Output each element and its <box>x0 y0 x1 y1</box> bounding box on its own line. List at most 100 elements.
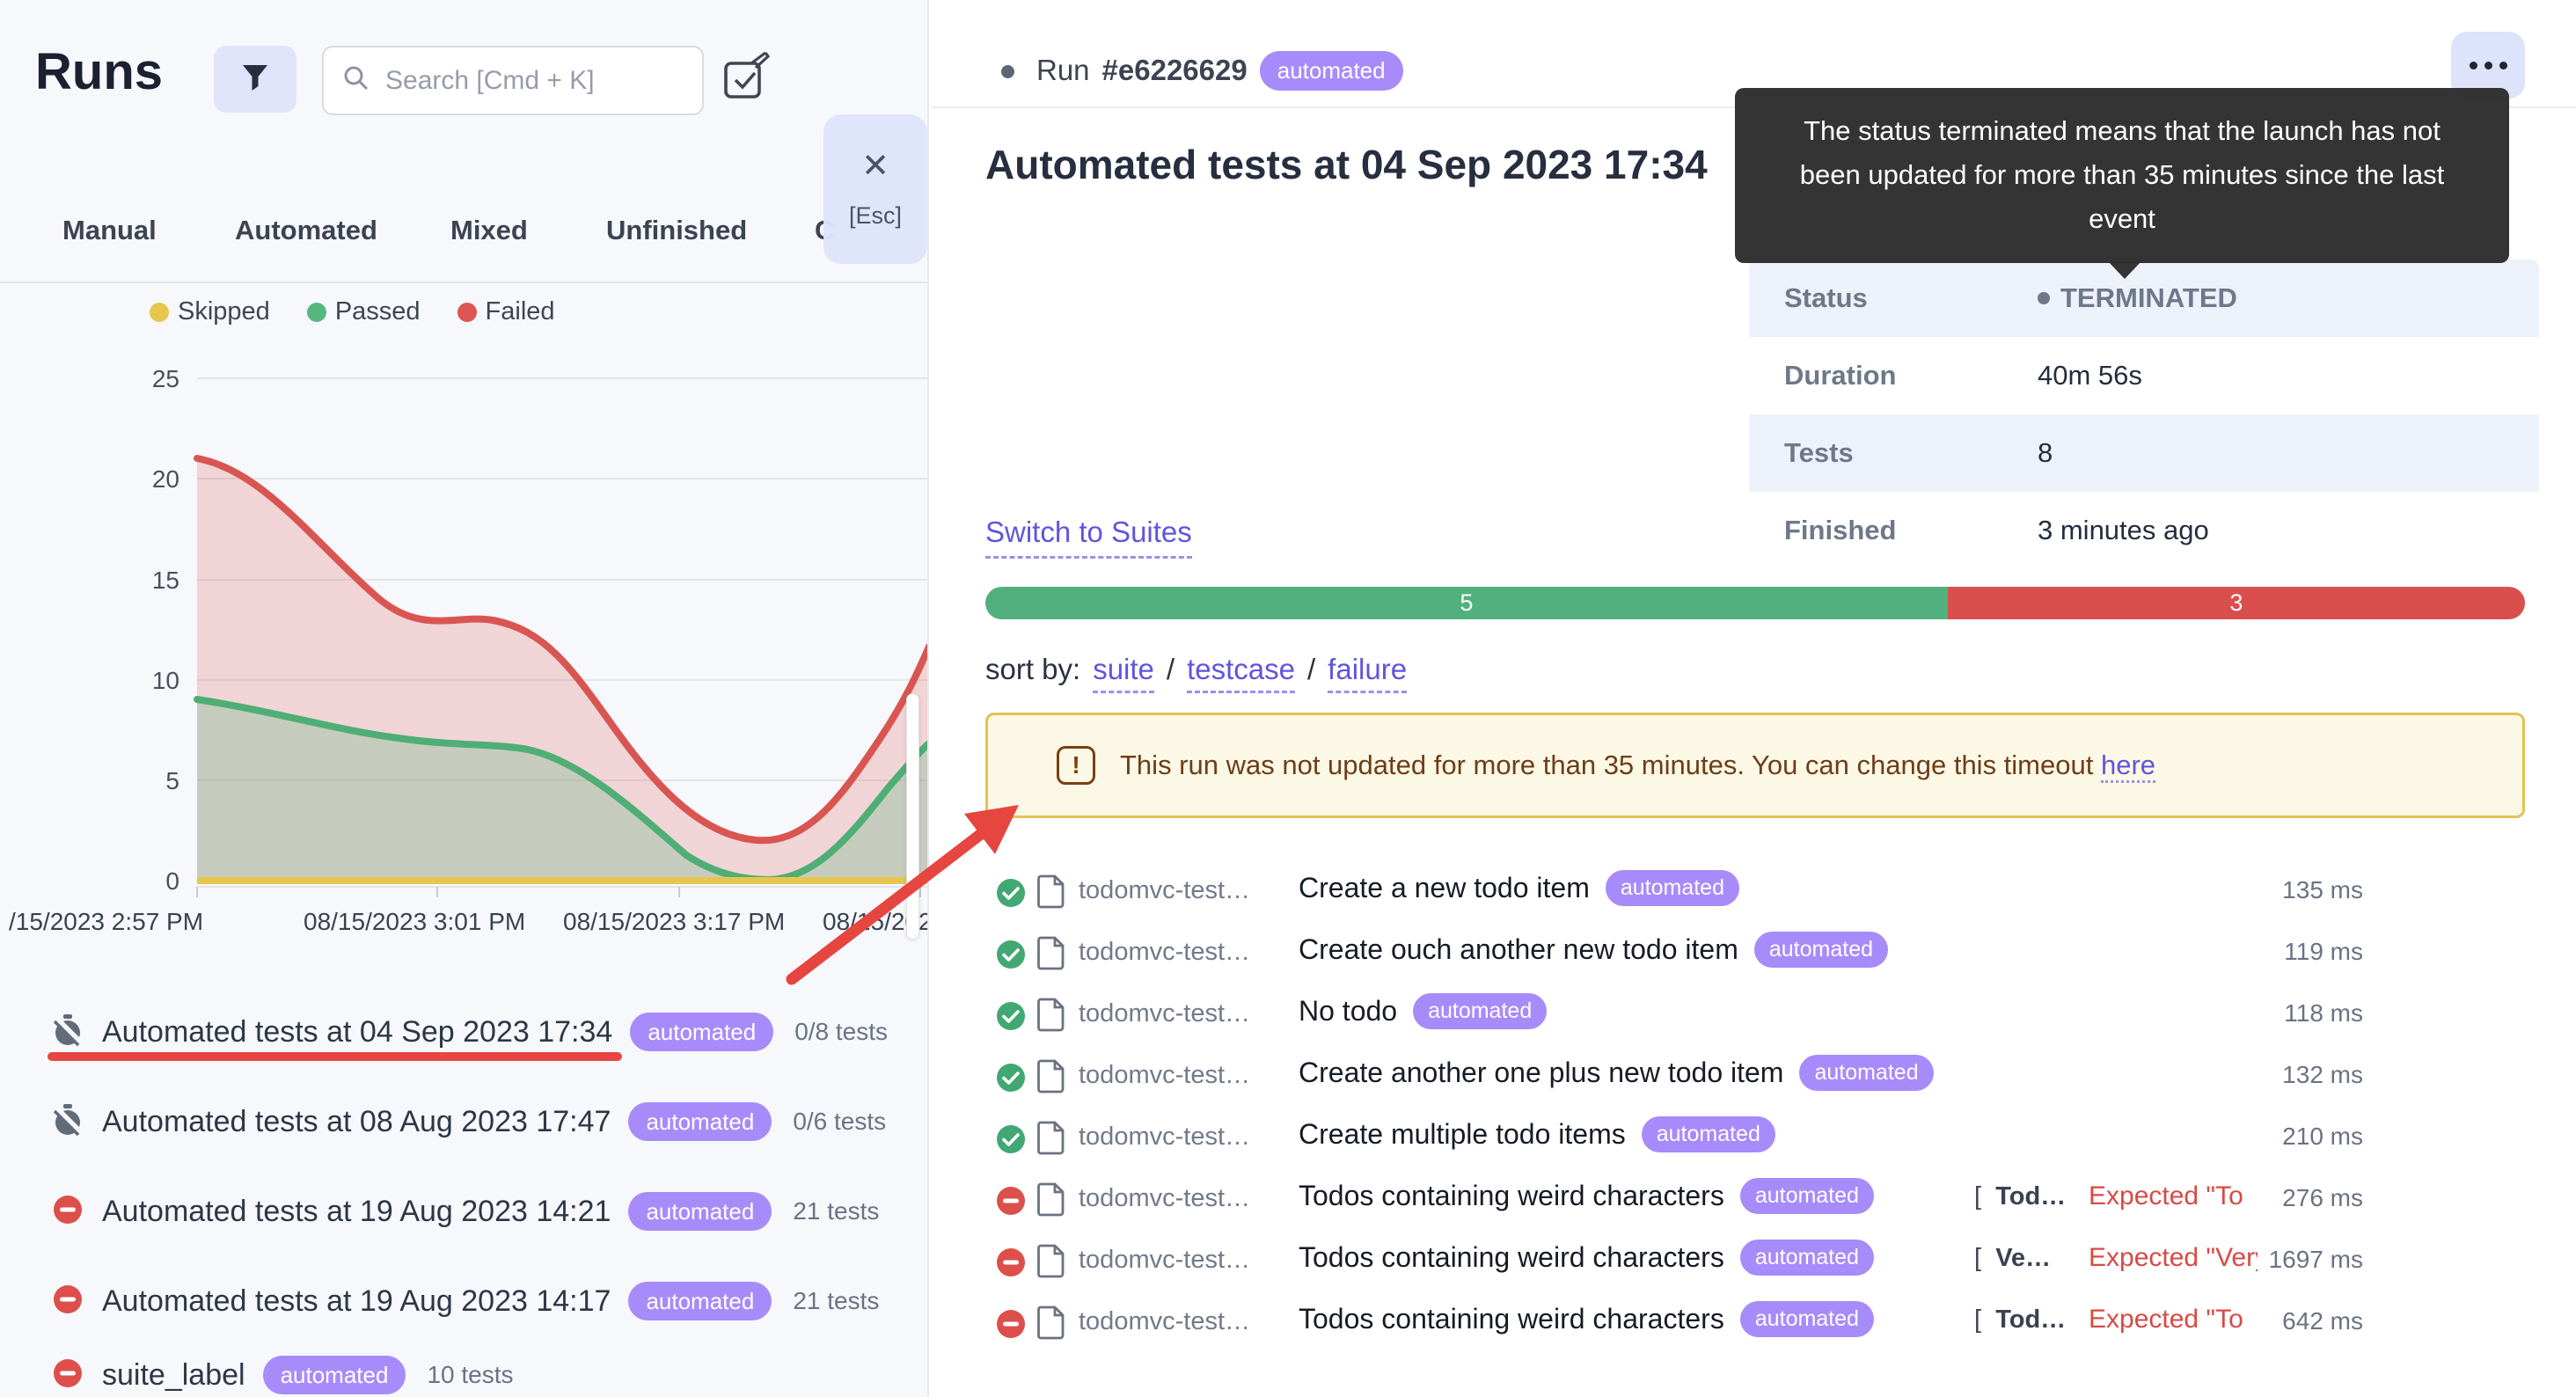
passed-check-icon <box>994 999 1028 1037</box>
search-box[interactable] <box>322 46 704 115</box>
timeout-settings-link[interactable]: here <box>2100 750 2156 783</box>
sidebar-scrollbar-thumb[interactable] <box>906 693 919 940</box>
run-title: Automated tests at 19 Aug 2023 14:17 <box>102 1284 611 1318</box>
suite-name: todomvc-test… <box>1079 938 1250 966</box>
test-duration: 1697 ms <box>2268 1246 2363 1273</box>
test-row[interactable]: todomvc-test… Todos containing weird cha… <box>985 1169 2363 1231</box>
error-message: Expected "To <box>2089 1181 2243 1210</box>
svg-text:15: 15 <box>152 567 179 594</box>
tab-manual[interactable]: Manual <box>62 215 157 245</box>
tab-mixed[interactable]: Mixed <box>450 215 528 245</box>
timer-off-icon <box>51 1013 84 1051</box>
timer-off-icon <box>51 1103 84 1141</box>
switch-to-suites-link[interactable]: Switch to Suites <box>985 516 1192 559</box>
status-value: TERMINATED <box>2038 282 2237 314</box>
tab-unfinished[interactable]: Unfinished <box>606 215 748 245</box>
search-input[interactable] <box>385 65 684 96</box>
summary-row-status: Status TERMINATED <box>1749 260 2539 337</box>
filter-button[interactable] <box>214 46 296 113</box>
svg-text:0: 0 <box>165 867 179 895</box>
page-title: Runs <box>35 43 163 100</box>
run-list-item[interactable]: Automated tests at 19 Aug 2023 14:17 aut… <box>51 1281 879 1321</box>
failed-minus-icon <box>51 1193 84 1231</box>
automated-badge: automated <box>1259 51 1403 91</box>
run-list-item[interactable]: suite_label automated 10 tests <box>51 1355 514 1395</box>
chart-legend: Skipped Passed Failed <box>150 297 555 326</box>
summary-label: Duration <box>1784 360 1897 391</box>
test-row[interactable]: todomvc-test… Create multiple todo items… <box>985 1108 2363 1169</box>
test-duration: 642 ms <box>2282 1307 2363 1335</box>
legend-label: Passed <box>334 297 421 325</box>
ellipsis-icon <box>2469 61 2477 69</box>
passed-dot-icon <box>306 302 326 322</box>
run-list-item[interactable]: Automated tests at 19 Aug 2023 14:21 aut… <box>51 1191 879 1232</box>
file-icon <box>1036 874 1066 913</box>
run-test-count: 10 tests <box>427 1361 514 1388</box>
sort-by-suite[interactable]: suite <box>1093 653 1154 693</box>
test-title: Create ouch another new todo item <box>1299 933 1738 966</box>
terminated-tooltip: The status terminated means that the lau… <box>1735 88 2509 279</box>
file-icon <box>1036 935 1066 975</box>
test-duration: 119 ms <box>2284 938 2363 965</box>
run-title: Automated tests at 04 Sep 2023 17:34 <box>102 1014 613 1049</box>
summary-label: Status <box>1784 282 1868 313</box>
passed-segment: 5 <box>985 587 1948 619</box>
summary-row-finished: Finished 3 minutes ago <box>1749 492 2539 569</box>
failed-minus-icon <box>51 1283 84 1320</box>
run-list-item[interactable]: Automated tests at 08 Aug 2023 17:47 aut… <box>51 1101 886 1142</box>
close-panel-button[interactable]: ✕ [Esc] <box>823 114 927 264</box>
esc-key-hint: [Esc] <box>848 201 902 229</box>
sort-label: sort by: <box>985 653 1081 685</box>
search-icon <box>341 63 371 98</box>
test-row[interactable]: todomvc-test… Create a new todo item aut… <box>985 861 2363 923</box>
file-icon <box>1036 997 1066 1036</box>
test-row[interactable]: todomvc-test… Create another one plus ne… <box>985 1046 2363 1108</box>
sort-by-failure[interactable]: failure <box>1328 653 1408 693</box>
failed-dot-icon <box>457 302 477 322</box>
suite-name: todomvc-test… <box>1079 1123 1250 1151</box>
failed-minus-icon <box>994 1307 1028 1345</box>
bulk-edit-icon[interactable] <box>721 51 771 108</box>
more-actions-button[interactable] <box>2451 32 2525 99</box>
automated-badge: automated <box>1753 932 1888 969</box>
sort-controls: sort by: suite / testcase / failure <box>985 653 1408 693</box>
red-underline-annotation <box>48 1052 622 1061</box>
automated-badge: automated <box>1739 1301 1874 1338</box>
file-icon <box>1036 1058 1066 1098</box>
param-tag: [ Tod… <box>1974 1182 2067 1210</box>
passed-check-icon <box>994 1061 1028 1099</box>
svg-text:20: 20 <box>152 465 179 493</box>
sort-by-testcase[interactable]: testcase <box>1187 653 1295 693</box>
terminated-dot-icon <box>2038 292 2050 304</box>
suite-name: todomvc-test… <box>1079 876 1250 904</box>
run-title: suite_label <box>102 1357 245 1392</box>
test-title: No todo <box>1299 995 1398 1028</box>
test-duration: 135 ms <box>2282 876 2363 903</box>
x-tick-label: 08/15/2023 3:01 PM <box>304 908 526 935</box>
automated-badge: automated <box>628 1191 772 1232</box>
run-status-dot-icon <box>1001 65 1014 78</box>
param-tag: [ Ve… <box>1974 1244 2052 1272</box>
passed-check-icon <box>994 876 1028 914</box>
results-progress-bar: 5 3 <box>985 587 2525 619</box>
test-row[interactable]: todomvc-test… No todo automated 118 ms <box>985 984 2363 1046</box>
error-message: Expected "To <box>2089 1305 2243 1334</box>
legend-label: Failed <box>485 297 555 325</box>
tab-automated[interactable]: Automated <box>235 215 377 245</box>
timeout-warning-banner: ! This run was not updated for more than… <box>985 713 2525 818</box>
warning-text: This run was not updated for more than 3… <box>1120 750 2156 783</box>
test-duration: 276 ms <box>2282 1184 2363 1211</box>
test-row[interactable]: todomvc-test… Create ouch another new to… <box>985 923 2363 984</box>
test-row[interactable]: todomvc-test… Todos containing weird cha… <box>985 1231 2363 1292</box>
run-summary-table: Status TERMINATED Duration 40m 56s Tests… <box>1749 260 2539 569</box>
test-title: Todos containing weird characters <box>1299 1303 1724 1335</box>
automated-badge: automated <box>1739 1178 1874 1215</box>
test-duration: 210 ms <box>2282 1123 2363 1150</box>
filter-funnel-icon <box>239 62 271 98</box>
failed-minus-icon <box>994 1184 1028 1222</box>
test-duration: 118 ms <box>2284 999 2363 1027</box>
suite-name: todomvc-test… <box>1079 1246 1250 1274</box>
run-label: Run <box>1036 54 1090 87</box>
run-list-item[interactable]: Automated tests at 04 Sep 2023 17:34 aut… <box>51 1012 888 1052</box>
test-row[interactable]: todomvc-test… Todos containing weird cha… <box>985 1292 2363 1354</box>
